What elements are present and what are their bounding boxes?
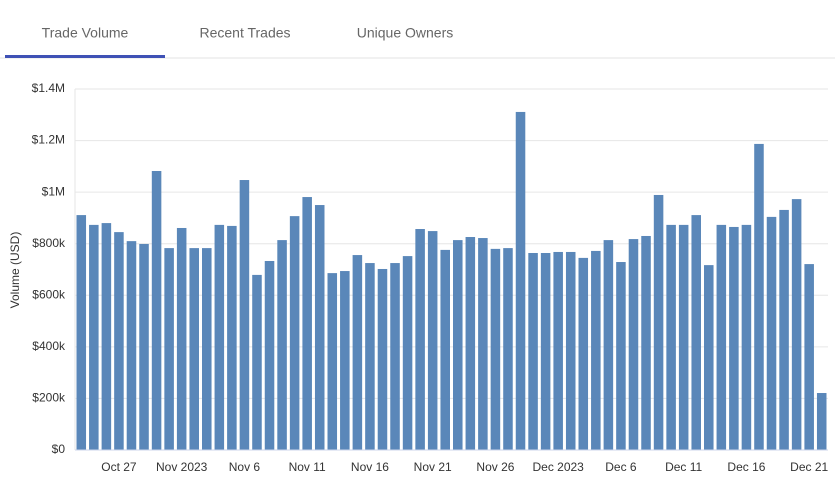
- x-tick-label: Dec 16: [727, 460, 765, 474]
- bar: [101, 223, 112, 450]
- bar: [741, 224, 752, 450]
- bar: [289, 216, 300, 450]
- bar: [678, 224, 689, 450]
- tab[interactable]: Trade Volume: [42, 25, 129, 41]
- bar: [202, 248, 212, 450]
- bar: [352, 255, 363, 450]
- bar: [76, 215, 87, 450]
- bar: [427, 231, 438, 450]
- bar: [804, 264, 814, 450]
- bar: [340, 271, 350, 450]
- bar: [616, 262, 626, 450]
- bar: [365, 263, 375, 450]
- active-tab-indicator: [5, 55, 165, 58]
- bar: [176, 227, 187, 450]
- x-tick-label: Nov 11: [289, 460, 326, 474]
- bar: [151, 170, 162, 450]
- tab[interactable]: Recent Trades: [199, 25, 290, 41]
- bar: [791, 199, 802, 450]
- bar: [126, 241, 137, 450]
- bar: [252, 274, 262, 450]
- y-tick-label: $800k: [32, 236, 66, 250]
- y-tick-label: $1M: [42, 184, 65, 198]
- x-tick-label: Nov 21: [414, 460, 452, 474]
- y-axis-label: Volume (USD): [8, 232, 22, 309]
- bar: [314, 205, 325, 450]
- y-tick-label: $400k: [32, 339, 66, 353]
- bar: [754, 143, 764, 450]
- y-tick-label: $200k: [32, 391, 66, 405]
- bar: [453, 240, 463, 450]
- bar: [377, 268, 388, 450]
- bar: [816, 393, 827, 450]
- x-tick-label: Nov 6: [229, 460, 261, 474]
- y-tick-label: $0: [52, 442, 66, 456]
- bar: [390, 263, 400, 450]
- y-tick-label: $600k: [32, 287, 66, 301]
- bar: [704, 265, 714, 450]
- bar: [465, 237, 476, 450]
- bar: [603, 240, 614, 450]
- bar: [490, 248, 501, 450]
- x-tick-label: Nov 2023: [156, 460, 208, 474]
- bar: [440, 249, 450, 450]
- bar: [277, 240, 287, 450]
- tab[interactable]: Unique Owners: [357, 25, 454, 41]
- x-tick-label: Dec 6: [605, 460, 637, 474]
- bar: [766, 216, 777, 450]
- bar: [214, 224, 225, 450]
- bar: [716, 224, 727, 450]
- bar: [164, 248, 174, 450]
- x-tick-label: Dec 21: [790, 460, 828, 474]
- bar: [478, 238, 488, 450]
- x-tick-label: Dec 11: [665, 460, 702, 474]
- bar: [591, 250, 601, 450]
- x-tick-label: Nov 26: [476, 460, 514, 474]
- bar: [503, 248, 513, 450]
- bar: [666, 224, 676, 450]
- bar: [691, 215, 701, 450]
- bar: [302, 197, 312, 450]
- bar: [653, 194, 664, 450]
- bar: [528, 252, 538, 450]
- x-tick-label: Nov 16: [351, 460, 389, 474]
- y-tick-label: $1.4M: [32, 81, 65, 95]
- bar: [553, 251, 563, 450]
- bar: [239, 180, 250, 451]
- bar: [227, 225, 237, 450]
- x-tick-label: Oct 27: [101, 460, 137, 474]
- bar: [565, 251, 576, 450]
- bar: [641, 235, 651, 450]
- bar: [189, 248, 199, 450]
- bar: [779, 209, 789, 450]
- bar: [628, 239, 639, 450]
- bar: [415, 229, 425, 450]
- x-tick-label: Dec 2023: [532, 460, 584, 474]
- bar: [402, 256, 413, 450]
- bar: [578, 257, 589, 450]
- bar: [729, 226, 739, 450]
- bar: [540, 252, 551, 450]
- bar: [114, 232, 124, 450]
- bar: [327, 273, 338, 450]
- bar: [515, 111, 526, 451]
- bar: [264, 260, 275, 450]
- y-tick-label: $1.2M: [32, 133, 65, 147]
- bar: [139, 243, 149, 450]
- bar: [89, 224, 99, 450]
